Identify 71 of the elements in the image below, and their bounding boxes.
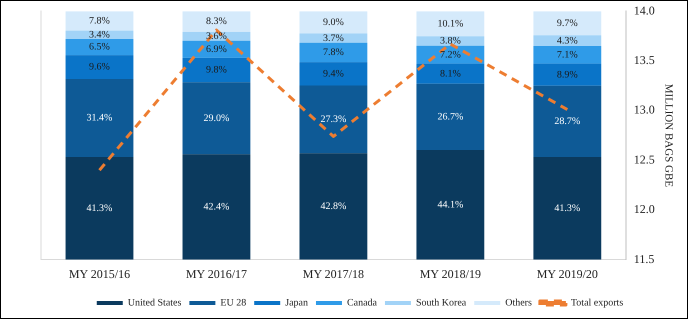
legend-label: Total exports [570,298,624,309]
data-label: 26.7% [437,112,464,123]
data-label: 31.4% [86,112,112,124]
legend-label: EU 28 [220,298,246,309]
data-label: 4.3% [556,35,578,46]
bar [533,11,602,36]
bar [182,11,250,32]
bar [182,58,250,82]
data-label: 42.4% [204,202,230,213]
data-label: 29.0% [204,112,230,124]
data-label: 9.4% [322,68,344,80]
bar [299,153,368,260]
data-label: 41.3% [86,202,112,214]
data-label: 7.2% [440,49,461,60]
bar [533,86,602,158]
data-label: 7.8% [89,16,110,27]
bar [182,82,250,154]
data-label: 7.1% [556,49,578,60]
data-label: 6.5% [89,42,110,53]
y2-tick-label: 11.5 [634,252,654,266]
legend-label: South Korea [416,298,467,309]
bar [299,42,368,62]
bar [66,39,134,56]
data-label: 44.1% [437,199,464,210]
data-label: 8.9% [556,69,578,80]
bar [66,157,134,260]
data-label: 10.1% [437,18,464,30]
bar [66,79,134,158]
y2-tick-label: 12.0 [634,202,655,216]
data-label: 41.3% [554,202,580,214]
x-tick-label: MY 2016/17 [186,266,248,281]
data-label: 8.3% [206,16,227,28]
legend-label: United States [128,298,182,309]
legend-label: Canada [346,298,378,309]
bar [416,84,484,150]
data-label: 7.8% [322,47,344,58]
data-label: 27.3% [320,114,346,126]
bar [416,11,484,36]
y2-tick-label: 12.5 [634,152,655,166]
x-tick-label: MY 2019/20 [536,266,598,281]
bar [533,46,602,64]
legend-label: Others [505,298,532,309]
legend-label: Japan [285,298,308,309]
bar [299,62,368,86]
data-label: 9.6% [89,62,110,73]
data-label: 9.0% [322,17,344,28]
x-tick-label: MY 2018/19 [420,266,481,281]
y2-tick-label: 13.0 [634,102,655,117]
data-label: 6.9% [206,44,227,55]
bar [66,11,134,31]
data-label: 3.7% [322,32,344,44]
x-tick-label: MY 2017/18 [302,266,364,281]
bar [416,64,484,84]
data-label: 3.8% [440,36,461,47]
bar [299,11,368,34]
bar [182,154,250,260]
bar [416,150,484,260]
x-tick-label: MY 2015/16 [68,266,130,281]
bar [299,85,368,154]
data-label: 9.8% [206,64,227,76]
y2-tick-label: 14.0 [634,3,655,18]
data-label: 42.8% [320,201,346,212]
y2-axis-title: MILLION BAGS GBE [662,84,675,188]
data-label: 8.1% [440,68,461,80]
data-label: 9.7% [556,18,578,29]
bar [66,55,134,80]
bar [533,64,602,86]
bar [533,157,602,260]
y2-tick-label: 13.5 [634,53,655,68]
data-label: 28.7% [554,116,580,127]
data-label: 3.4% [89,29,110,40]
